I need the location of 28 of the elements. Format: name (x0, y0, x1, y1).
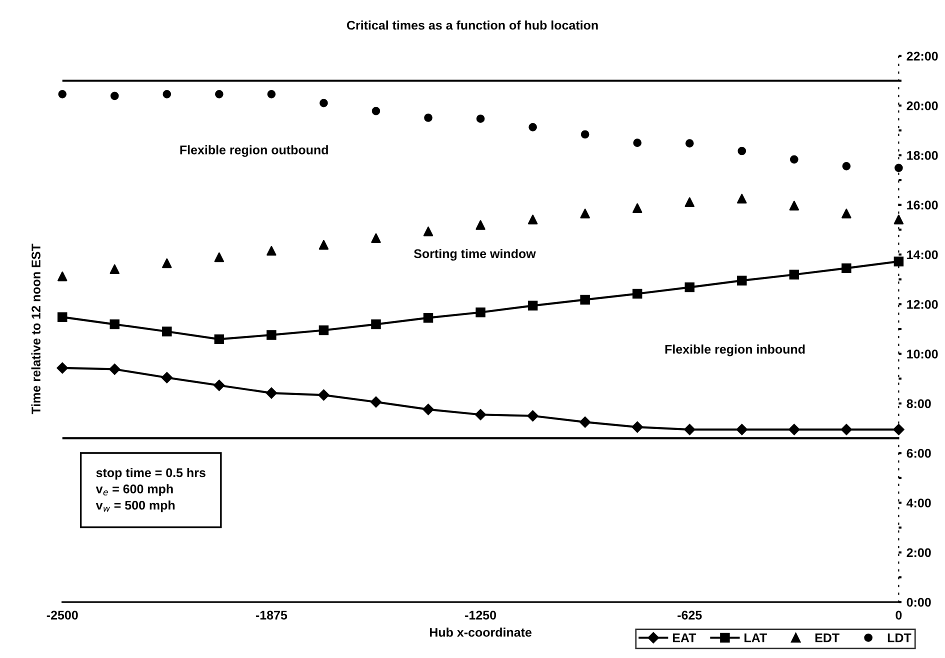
legend-label: LDT (888, 634, 912, 642)
x-tick-label: -2500 (46, 610, 78, 620)
y-tick-label: 16:00 (907, 200, 938, 210)
y-tick-label: 20:00 (906, 101, 938, 110)
y-tick-label: 18:00 (907, 151, 938, 160)
y-tick-label: 12:00 (907, 300, 938, 309)
x-tick-label: -1250 (465, 610, 496, 620)
y-tick-label: 4:00 (906, 498, 931, 508)
legend-label: EDT (815, 634, 840, 642)
annotation: stop time = 0.5 hrs v$_{e}$ = 600 mph v$_{w}$ = 500 mph (96, 468, 206, 512)
legend-label: EAT (672, 634, 696, 642)
y-tick-label: 6:00 (906, 448, 931, 458)
y-tick-label: 14:00 (907, 250, 938, 260)
y-tick-label: 10:00 (907, 350, 938, 358)
x-axis-title: Hub x-coordinate (430, 628, 532, 637)
y-tick-label: 2:00 (906, 548, 931, 558)
y-tick-label: 8:00 (906, 399, 931, 408)
annotation: Flexible region inbound (665, 344, 805, 356)
x-tick-label: 0 (896, 610, 902, 620)
x-tick-label: -1875 (256, 610, 288, 620)
chart-title: Critical times as a function of hub location (346, 20, 598, 30)
y-axis-title: Time relative to 12 noon EST (31, 244, 40, 414)
y-tick-label: 0:00 (906, 598, 931, 607)
annotation: Sorting time window (414, 248, 536, 261)
y-tick-label: 22:00 (906, 52, 938, 61)
legend-label: LAT (744, 634, 767, 642)
x-tick-label: -625 (678, 610, 702, 620)
annotation: Flexible region outbound (180, 145, 328, 157)
